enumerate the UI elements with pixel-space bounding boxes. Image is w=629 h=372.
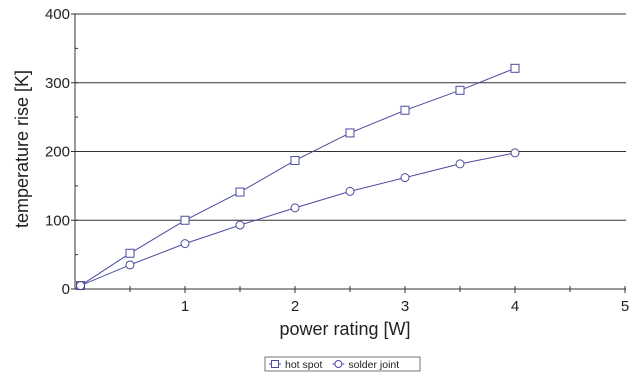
data-point-hot-spot (455, 85, 465, 95)
data-point-solder-joint (400, 173, 410, 183)
x-axis-ticks: 1 2 3 4 5 (129, 286, 629, 315)
grid-lines (75, 13, 626, 221)
data-point-hot-spot (235, 187, 245, 197)
data-point-hot-spot (510, 63, 520, 73)
data-point-solder-joint (345, 186, 355, 196)
x-tick-label: 5 (621, 298, 629, 315)
x-tick-label: 3 (401, 298, 409, 315)
data-point-hot-spot (125, 248, 135, 258)
y-tick-label: 300 (45, 75, 70, 92)
series-layer (76, 63, 520, 291)
y-axis-title: temperature rise [K] (12, 70, 32, 228)
data-point-solder-joint (235, 220, 245, 230)
y-tick-label: 400 (45, 6, 70, 23)
series-hot-spot (76, 63, 520, 291)
y-tick-label: 200 (45, 144, 70, 161)
series-line-solder-joint (80, 152, 516, 287)
data-point-hot-spot (345, 128, 355, 138)
x-tick-label: 4 (511, 298, 519, 315)
data-point-solder-joint (290, 203, 300, 213)
legend: hot spot solder joint (264, 356, 421, 372)
legend-marker-solder-joint (334, 360, 343, 368)
y-axis-ticks: 0 100 200 300 400 (45, 6, 78, 298)
data-point-hot-spot (290, 155, 300, 165)
legend-label-solder-joint: solder joint (348, 359, 399, 371)
series-line-hot-spot (80, 67, 516, 287)
data-point-solder-joint (180, 239, 190, 249)
x-axis-title: power rating [W] (279, 319, 410, 339)
data-point-solder-joint (455, 159, 465, 169)
data-point-hot-spot (400, 105, 410, 115)
data-point-solder-joint (76, 281, 85, 291)
y-tick-label: 0 (62, 281, 70, 298)
data-point-solder-joint (125, 260, 135, 270)
y-tick-label: 100 (45, 212, 70, 229)
x-tick-label: 2 (291, 298, 299, 315)
legend-marker-hot-spot (271, 360, 279, 368)
legend-label-hot-spot: hot spot (285, 359, 322, 371)
data-point-solder-joint (510, 148, 520, 158)
x-tick-label: 1 (181, 298, 189, 315)
series-solder-joint (76, 148, 520, 291)
data-point-hot-spot (180, 215, 190, 225)
